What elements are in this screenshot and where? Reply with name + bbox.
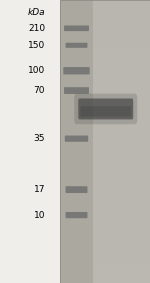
Bar	[93, 85, 150, 94]
FancyBboxPatch shape	[80, 106, 131, 117]
Bar	[93, 217, 150, 226]
Bar	[93, 123, 150, 132]
Bar	[93, 142, 150, 151]
Bar	[93, 9, 150, 19]
Bar	[93, 76, 150, 85]
Bar	[93, 19, 150, 28]
Bar	[93, 264, 150, 274]
Bar	[93, 160, 150, 170]
Bar	[93, 57, 150, 66]
Bar	[93, 47, 150, 57]
FancyBboxPatch shape	[64, 25, 89, 31]
Bar	[93, 38, 150, 47]
Bar	[93, 170, 150, 179]
Bar	[93, 274, 150, 283]
Text: 70: 70	[33, 86, 45, 95]
Bar	[93, 113, 150, 123]
Bar	[93, 132, 150, 142]
Bar	[93, 151, 150, 160]
FancyBboxPatch shape	[63, 67, 90, 74]
FancyBboxPatch shape	[64, 87, 89, 94]
Bar	[93, 189, 150, 198]
Text: 10: 10	[33, 211, 45, 220]
Bar	[93, 207, 150, 217]
FancyBboxPatch shape	[74, 94, 137, 124]
FancyBboxPatch shape	[65, 136, 88, 142]
Bar	[93, 94, 150, 104]
FancyBboxPatch shape	[66, 212, 87, 218]
Bar	[93, 28, 150, 38]
Bar	[60, 0, 150, 283]
Bar	[93, 66, 150, 76]
Bar	[93, 245, 150, 255]
FancyBboxPatch shape	[66, 186, 87, 193]
Bar	[93, 255, 150, 264]
Text: 17: 17	[33, 185, 45, 194]
Text: 210: 210	[28, 24, 45, 33]
FancyBboxPatch shape	[66, 43, 87, 48]
Bar	[93, 0, 150, 283]
Bar	[93, 198, 150, 207]
Bar	[93, 226, 150, 236]
Text: 100: 100	[28, 66, 45, 75]
Bar	[60, 0, 93, 283]
Bar	[93, 0, 150, 9]
Bar	[93, 179, 150, 189]
Text: 35: 35	[33, 134, 45, 143]
Text: kDa: kDa	[27, 8, 45, 18]
Bar	[93, 236, 150, 245]
Text: 150: 150	[28, 41, 45, 50]
Bar	[93, 104, 150, 113]
FancyBboxPatch shape	[78, 98, 133, 119]
